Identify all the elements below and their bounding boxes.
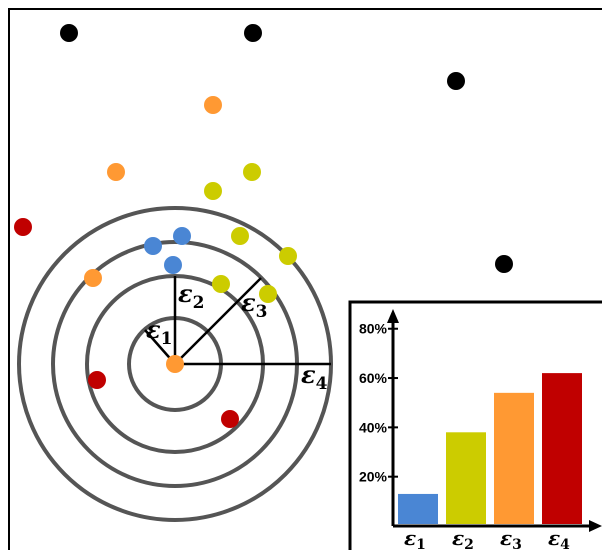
point-black-1: [60, 24, 78, 42]
x-tick-label-ε2: ε2: [452, 526, 474, 550]
radius-label-2-base: ε: [178, 279, 193, 308]
radius-label-1-sub: 1: [161, 329, 173, 349]
x-tick-label-sub: 3: [512, 537, 522, 550]
bar-ε1: [398, 493, 438, 524]
x-tick-label-sub: 2: [464, 537, 474, 550]
y-tick-label: 40%: [359, 419, 388, 435]
radius-label-3-sub: 3: [256, 302, 268, 322]
point-orange-3: [84, 269, 102, 287]
point-black-2: [244, 24, 262, 42]
point-red-2: [88, 371, 106, 389]
x-tick-label-ε3: ε3: [500, 526, 522, 550]
figure-frame: [8, 8, 602, 550]
x-axis-arrow: [589, 520, 602, 532]
x-tick-label-ε1: ε1: [404, 526, 426, 550]
radius-label-2-sub: 2: [193, 293, 205, 313]
x-tick-label-base: ε: [500, 526, 512, 550]
y-ticks: 20% 40% 60% 80%: [359, 321, 398, 485]
point-yellow-6: [259, 285, 277, 303]
radius-label-epsilon-2: ε2: [178, 279, 204, 313]
point-blue-2: [144, 237, 162, 255]
bar-ε2: [446, 432, 486, 524]
radius-line-epsilon-3: [174, 277, 262, 365]
radius-label-1-base: ε: [146, 315, 161, 344]
point-red-1: [14, 218, 32, 236]
point-yellow-1: [243, 163, 261, 181]
point-red-3: [221, 410, 239, 428]
point-orange-2: [107, 163, 125, 181]
bars: [398, 373, 582, 524]
y-tick-label: 80%: [359, 321, 388, 337]
radius-label-epsilon-1: ε1: [146, 315, 172, 349]
point-blue-3: [164, 256, 182, 274]
bar-ε4: [542, 373, 582, 524]
point-orange-center: [166, 355, 184, 373]
radius-label-4-sub: 4: [316, 374, 328, 394]
x-tick-label-sub: 1: [416, 537, 426, 550]
x-tick-label-base: ε: [452, 526, 464, 550]
radius-label-3-base: ε: [241, 288, 256, 317]
point-yellow-3: [231, 227, 249, 245]
x-tick-label-base: ε: [548, 526, 560, 550]
x-tick-label-ε4: ε4: [548, 526, 570, 550]
point-yellow-5: [212, 275, 230, 293]
point-blue-1: [173, 227, 191, 245]
bar-ε3: [494, 392, 534, 524]
inset-bar-chart: 20%40%60%80% ε1 ε2 ε3 ε4: [348, 300, 602, 550]
data-points: [14, 24, 513, 428]
point-orange-1: [204, 96, 222, 114]
radius-label-epsilon-4: ε4: [301, 360, 328, 394]
y-tick-label: 20%: [359, 469, 388, 485]
radius-label-4-base: ε: [301, 360, 316, 389]
point-yellow-4: [279, 247, 297, 265]
point-black-3: [447, 72, 465, 90]
radius-label-epsilon-3: ε3: [241, 288, 267, 322]
x-tick-label-sub: 4: [560, 537, 570, 550]
point-yellow-2: [204, 182, 222, 200]
x-tick-label-base: ε: [404, 526, 416, 550]
point-black-4: [495, 255, 513, 273]
x-tick-labels: ε1 ε2 ε3 ε4: [404, 526, 570, 550]
y-tick-label: 60%: [359, 370, 388, 386]
y-axis-arrow: [387, 309, 399, 323]
